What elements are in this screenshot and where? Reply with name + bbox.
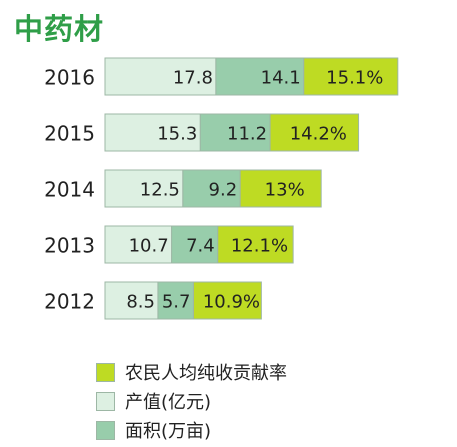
value-label-output-2016: 17.8 xyxy=(173,68,213,89)
bar-area-2016 xyxy=(215,57,305,96)
value-label-output-2015: 15.3 xyxy=(157,124,197,145)
value-label-area-2013: 7.4 xyxy=(186,236,215,257)
legend: 农民人均纯收贡献率 产值(亿元) 面积(万亩) xyxy=(96,360,287,447)
value-label-area-2015: 11.2 xyxy=(227,124,267,145)
bar-income-2015 xyxy=(269,113,360,152)
legend-item-area: 面积(万亩) xyxy=(96,418,287,442)
legend-swatch-output xyxy=(96,391,115,411)
legend-label-output: 产值(亿元) xyxy=(125,392,212,413)
bar-income-2012 xyxy=(192,281,262,320)
value-label-income-2014: 13% xyxy=(265,180,305,201)
value-label-area-2012: 5.7 xyxy=(162,292,191,313)
value-label-income-2012: 10.9% xyxy=(203,292,260,313)
category-label-2012: 2012 xyxy=(44,290,95,314)
category-label-2014: 2014 xyxy=(44,178,95,202)
legend-swatch-income xyxy=(96,362,115,382)
legend-label-income: 农民人均纯收贡献率 xyxy=(125,363,287,384)
bar-output-2014 xyxy=(104,169,184,208)
value-label-income-2015: 14.2% xyxy=(290,124,347,145)
legend-item-income: 农民人均纯收贡献率 xyxy=(96,360,287,384)
value-label-income-2013: 12.1% xyxy=(231,236,288,257)
category-label-2015: 2015 xyxy=(44,122,95,146)
bar-area-2013 xyxy=(171,225,219,264)
value-label-output-2012: 8.5 xyxy=(126,292,155,313)
value-label-output-2013: 10.7 xyxy=(129,236,169,257)
value-label-area-2014: 9.2 xyxy=(209,180,238,201)
legend-swatch-area xyxy=(96,420,115,440)
bar-area-2012 xyxy=(157,281,194,320)
category-label-2016: 2016 xyxy=(44,66,95,90)
legend-item-output: 产值(亿元) xyxy=(96,389,287,413)
value-label-output-2014: 12.5 xyxy=(140,180,180,201)
value-label-income-2016: 15.1% xyxy=(326,68,383,89)
bar-income-2013 xyxy=(217,225,294,264)
bar-output-2016 xyxy=(104,57,217,96)
legend-label-area: 面积(万亩) xyxy=(125,421,212,442)
category-label-2013: 2013 xyxy=(44,234,95,258)
bar-income-2016 xyxy=(303,57,399,96)
bar-income-2014 xyxy=(239,169,322,208)
chart-title: 中药材 xyxy=(14,12,105,46)
value-label-area-2016: 14.1 xyxy=(261,68,301,89)
